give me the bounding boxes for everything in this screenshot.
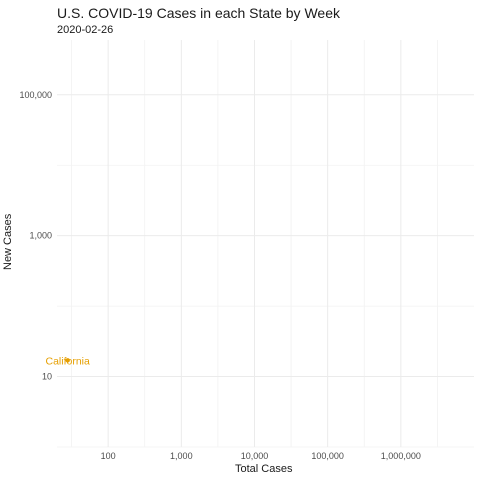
x-tick-label: 1,000: [170, 451, 193, 461]
point-label: California: [46, 355, 91, 367]
x-tick-label: 100: [101, 451, 116, 461]
major-gridlines: [57, 40, 474, 447]
y-tick-label: 1,000: [29, 231, 52, 241]
minor-gridlines: [57, 40, 474, 448]
data-points: California: [46, 355, 91, 367]
chart-subtitle: 2020-02-26: [57, 24, 114, 36]
x-axis-title: Total Cases: [235, 463, 293, 475]
data-point: [65, 358, 70, 363]
x-tick-label: 1,000,000: [381, 451, 421, 461]
tick-labels: 100 1,000 10,000 100,000 1,000,000 10 1,000 100…: [19, 90, 420, 461]
x-tick-label: 10,000: [241, 451, 269, 461]
y-axis-title: New Cases: [2, 213, 14, 270]
x-tick-label: 100,000: [311, 451, 344, 461]
y-tick-label: 100,000: [19, 90, 52, 100]
y-tick-label: 10: [42, 372, 52, 382]
chart-title: U.S. COVID-19 Cases in each State by Wee…: [57, 5, 340, 21]
